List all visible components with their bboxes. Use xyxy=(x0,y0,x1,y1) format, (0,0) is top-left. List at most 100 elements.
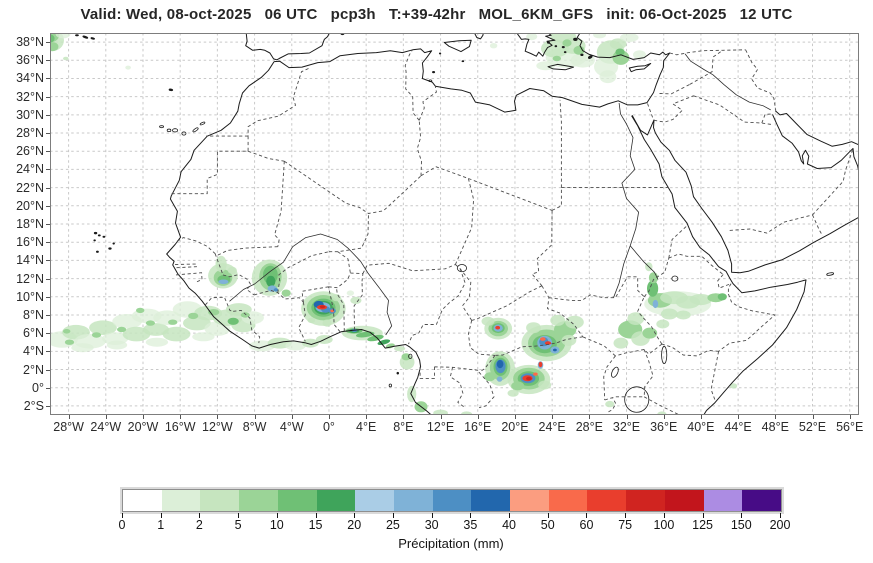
lat-tick-label: 32°N xyxy=(16,89,44,104)
lat-tick-mark xyxy=(46,133,50,135)
colorbar-tick-mark xyxy=(122,513,123,518)
lat-tick-mark xyxy=(46,260,50,262)
lon-tick-mark xyxy=(589,415,591,419)
lat-tick-label: 24°N xyxy=(16,162,44,177)
lon-tick-label: 24°E xyxy=(538,420,566,434)
lon-tick-mark xyxy=(663,415,665,419)
colorbar-tick-mark xyxy=(160,513,162,518)
colorbar-tick-mark xyxy=(238,513,240,518)
colorbar-tick-mark xyxy=(780,513,781,518)
lat-tick-label: 30°N xyxy=(16,107,44,122)
lon-tick-mark xyxy=(105,415,107,419)
lat-tick-mark xyxy=(46,333,50,335)
colorbar-tick-label: 75 xyxy=(618,518,633,532)
lat-tick-label: 12°N xyxy=(16,271,44,286)
colorbar-tick-label: 30 xyxy=(424,518,439,532)
lat-tick-label: 2°N xyxy=(23,362,44,377)
colorbar-tick-label: 5 xyxy=(234,518,242,532)
colorbar-segment xyxy=(355,490,394,511)
colorbar-segment xyxy=(161,490,201,511)
lat-tick-mark xyxy=(46,169,50,171)
map-area: 38°N 36°N 34°N 32°N 30°N 28°N 26°N 24°N 22°N 20°N… xyxy=(16,33,863,434)
lon-tick-mark xyxy=(700,415,702,419)
colorbar-segment xyxy=(277,490,317,511)
lon-tick-label: 44°E xyxy=(724,420,752,434)
map-frame xyxy=(50,33,859,415)
lat-tick-label: 2°S xyxy=(23,398,44,413)
colorbar-tick-mark xyxy=(702,513,704,518)
colorbar-tick-label: 10 xyxy=(269,518,284,532)
lon-tick-label: 12°W xyxy=(202,420,233,434)
lon-tick-label: 40°E xyxy=(687,420,715,434)
colorbar-segment xyxy=(742,490,781,511)
colorbar-segment xyxy=(432,490,472,511)
lat-tick-mark xyxy=(46,369,50,371)
colorbar-segment xyxy=(664,490,704,511)
lon-tick-label: 12°E xyxy=(426,420,455,434)
lat-tick-mark xyxy=(46,242,50,244)
lat-tick-label: 20°N xyxy=(16,198,44,213)
colorbar-tick-mark xyxy=(586,513,588,518)
lon-tick-label: 8°E xyxy=(393,420,414,434)
lon-tick-label: 0° xyxy=(322,420,335,434)
lat-tick-mark xyxy=(46,405,50,407)
lon-tick-label: 28°E xyxy=(575,420,603,434)
lat-tick-mark xyxy=(46,314,50,316)
lon-tick-label: 56°E xyxy=(836,420,864,434)
colorbar-segment xyxy=(548,490,588,511)
lat-tick-mark xyxy=(46,351,50,353)
colorbar-tick-label: 60 xyxy=(579,518,594,532)
lon-tick-mark xyxy=(477,415,479,419)
lat-tick-label: 8°N xyxy=(23,307,44,322)
colorbar-tick-mark xyxy=(509,513,511,518)
colorbar-tick-label: 50 xyxy=(540,518,555,532)
colorbar-segment xyxy=(703,490,743,511)
colorbar-tick-mark xyxy=(392,513,394,518)
lat-tick-mark xyxy=(46,205,50,207)
lat-tick-label: 6°N xyxy=(23,326,44,341)
lon-tick-mark xyxy=(514,415,516,419)
lon-tick-mark xyxy=(366,415,368,419)
colorbar-tick-label: 0 xyxy=(118,518,126,532)
lat-tick-label: 0° xyxy=(32,380,44,395)
colorbar-segment xyxy=(239,490,278,511)
lat-tick-mark xyxy=(46,387,50,389)
lon-tick-label: 4°W xyxy=(279,420,304,434)
lat-tick-mark xyxy=(46,151,50,153)
colorbar-tick-label: 15 xyxy=(308,518,323,532)
lat-tick-mark xyxy=(46,224,50,225)
colorbar-tick-mark xyxy=(315,513,317,518)
colorbar-tick-mark xyxy=(354,513,356,518)
lon-tick-label: 24°W xyxy=(90,420,122,434)
lat-tick-label: 22°N xyxy=(16,180,44,195)
colorbar-tick-label: 100 xyxy=(653,518,675,532)
lon-tick-mark xyxy=(812,415,814,419)
colorbar-segment xyxy=(587,490,627,511)
lat-tick-mark xyxy=(46,42,50,44)
colorbar-segment xyxy=(123,490,162,511)
lon-tick-mark xyxy=(738,415,740,419)
lat-tick-label: 28°N xyxy=(16,126,44,141)
precipitation-layer xyxy=(50,33,738,415)
lon-tick-mark xyxy=(254,415,256,419)
lat-tick-label: 4°N xyxy=(23,344,44,359)
lon-tick-mark xyxy=(291,415,293,419)
colorbar-tick-mark xyxy=(431,513,433,518)
colorbar-tick-label: 40 xyxy=(502,518,516,532)
coastlines-layer xyxy=(166,33,859,415)
colorbar-tick-mark xyxy=(663,513,665,518)
lat-tick-label: 38°N xyxy=(16,35,44,50)
lon-tick-label: 16°W xyxy=(164,420,196,434)
lat-tick-mark xyxy=(46,278,50,280)
colorbar-segment xyxy=(316,490,356,511)
colorbar-segment xyxy=(393,490,433,511)
colorbar-tick-label: 35 xyxy=(463,518,478,532)
colorbar-tick-label: 25 xyxy=(385,518,400,532)
lat-tick-mark xyxy=(46,60,50,62)
colorbar-tick-mark xyxy=(470,513,472,518)
colorbar-segment xyxy=(471,490,511,511)
lat-tick-mark xyxy=(46,114,50,116)
page-title: Valid: Wed, 08-oct-2025 06 UTC pcp3h T:+… xyxy=(80,6,793,23)
colorbar-tick-mark xyxy=(199,513,201,518)
